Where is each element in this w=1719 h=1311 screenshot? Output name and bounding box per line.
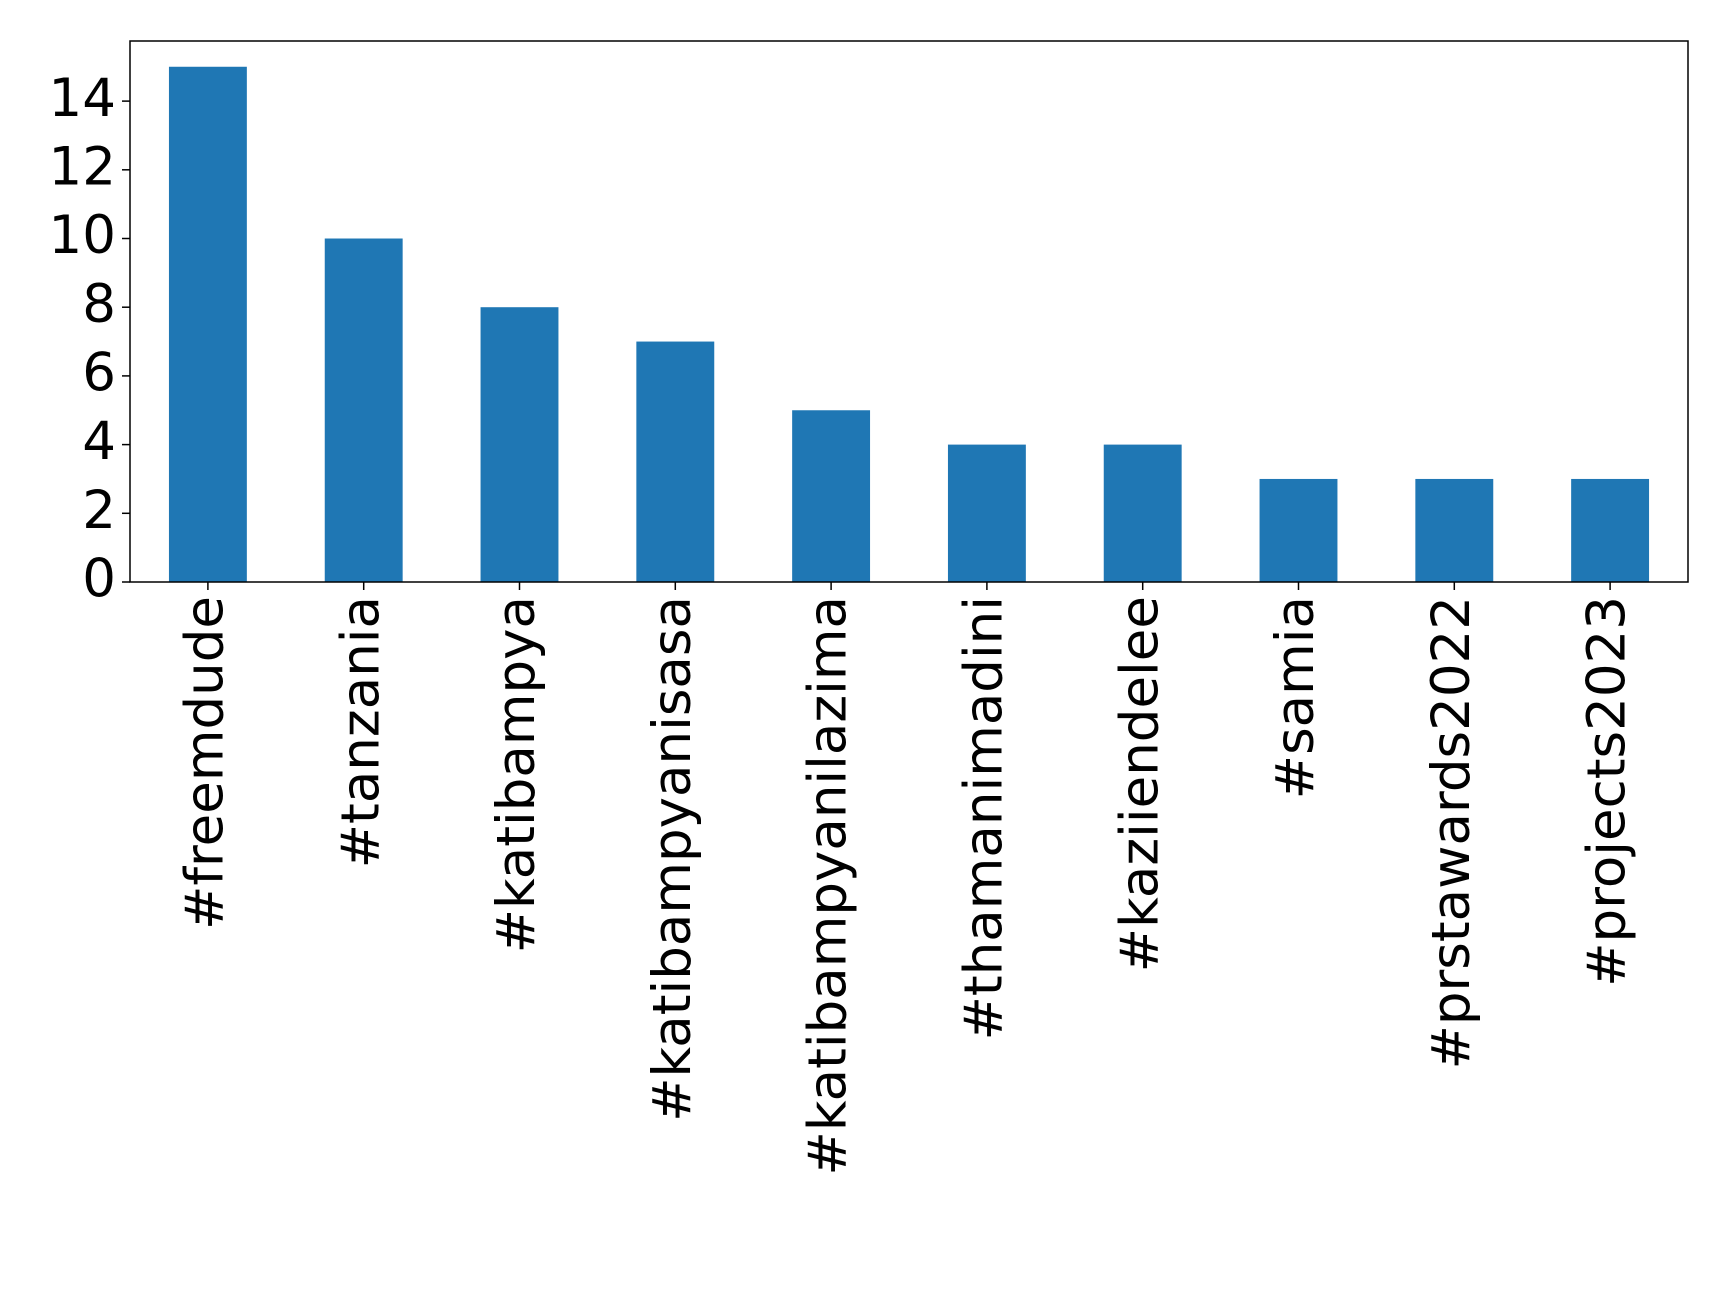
bar bbox=[324, 238, 403, 582]
bar bbox=[1571, 478, 1650, 582]
plot-frame bbox=[129, 40, 1689, 583]
x-tick-label: #katibampyanilazima bbox=[798, 596, 859, 1176]
y-tick-label: 0 bbox=[82, 549, 116, 610]
bar bbox=[947, 444, 1026, 582]
y-tick-label: 14 bbox=[49, 68, 116, 129]
bar bbox=[1415, 478, 1494, 582]
y-tick-label: 10 bbox=[49, 205, 116, 266]
bar bbox=[1103, 444, 1182, 582]
bar bbox=[636, 341, 715, 582]
bar bbox=[792, 410, 871, 582]
y-tick-label: 4 bbox=[82, 411, 116, 472]
y-tick-label: 2 bbox=[82, 480, 116, 541]
bar bbox=[1259, 478, 1338, 582]
x-tick-label: #tanzania bbox=[330, 596, 391, 868]
x-tick-label: #thamanimadini bbox=[954, 596, 1015, 1040]
x-tick-label: #projects2023 bbox=[1577, 596, 1638, 987]
bar bbox=[168, 66, 247, 582]
y-tick-label: 6 bbox=[82, 343, 116, 404]
bar bbox=[480, 307, 559, 582]
x-tick-label: #prstawards2022 bbox=[1421, 596, 1482, 1070]
x-tick-label: #katibampyanisasa bbox=[642, 596, 703, 1122]
x-tick-label: #kaziiendelee bbox=[1109, 596, 1170, 972]
x-tick-label: #samia bbox=[1265, 596, 1326, 799]
y-tick-label: 8 bbox=[82, 274, 116, 335]
x-tick-label: #katibampya bbox=[486, 596, 547, 953]
y-tick-label: 12 bbox=[49, 136, 116, 197]
x-tick-label: #freemdude bbox=[175, 596, 236, 930]
